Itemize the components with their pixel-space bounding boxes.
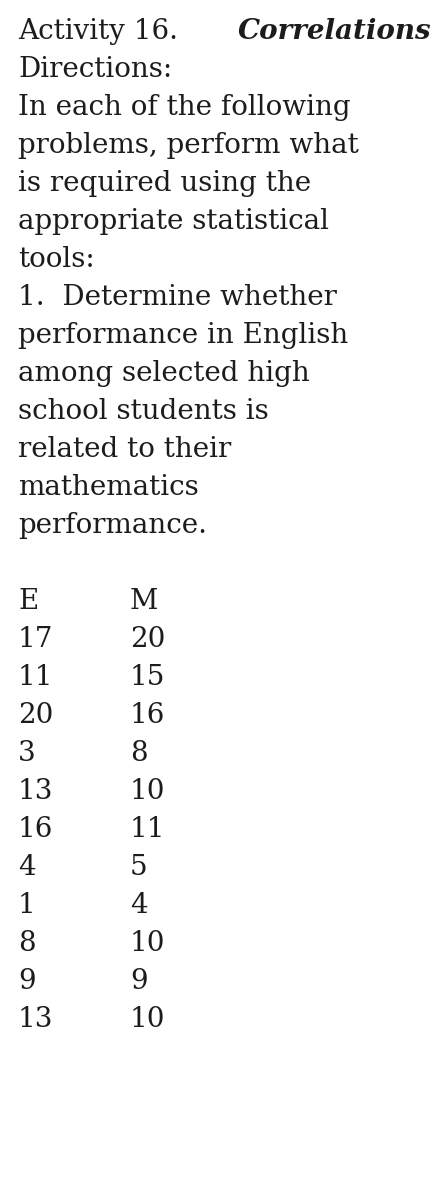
- Text: 4: 4: [18, 854, 35, 881]
- Text: tools:: tools:: [18, 246, 95, 274]
- Text: 17: 17: [18, 626, 54, 653]
- Text: 20: 20: [18, 702, 53, 730]
- Text: 1.  Determine whether: 1. Determine whether: [18, 284, 337, 311]
- Text: performance in English: performance in English: [18, 322, 348, 349]
- Text: performance.: performance.: [18, 512, 207, 539]
- Text: 15: 15: [130, 664, 165, 691]
- Text: 16: 16: [130, 702, 165, 730]
- Text: E: E: [18, 588, 38, 616]
- Text: 1: 1: [18, 892, 36, 919]
- Text: 8: 8: [130, 740, 148, 767]
- Text: 13: 13: [18, 1006, 53, 1033]
- Text: 16: 16: [18, 816, 53, 844]
- Text: related to their: related to their: [18, 436, 231, 463]
- Text: mathematics: mathematics: [18, 474, 199, 502]
- Text: 11: 11: [130, 816, 166, 844]
- Text: 11: 11: [18, 664, 54, 691]
- Text: Correlations: Correlations: [238, 18, 431, 44]
- Text: 5: 5: [130, 854, 148, 881]
- Text: 3: 3: [18, 740, 35, 767]
- Text: among selected high: among selected high: [18, 360, 310, 388]
- Text: 4: 4: [130, 892, 148, 919]
- Text: In each of the following: In each of the following: [18, 94, 350, 121]
- Text: 20: 20: [130, 626, 165, 653]
- Text: 13: 13: [18, 778, 53, 805]
- Text: problems, perform what: problems, perform what: [18, 132, 359, 160]
- Text: 9: 9: [18, 968, 35, 995]
- Text: 10: 10: [130, 778, 166, 805]
- Text: 10: 10: [130, 930, 166, 958]
- Text: is required using the: is required using the: [18, 170, 311, 197]
- Text: school students is: school students is: [18, 398, 269, 425]
- Text: M: M: [130, 588, 159, 616]
- Text: appropriate statistical: appropriate statistical: [18, 208, 329, 235]
- Text: Activity 16.: Activity 16.: [18, 18, 187, 44]
- Text: Directions:: Directions:: [18, 56, 172, 83]
- Text: 8: 8: [18, 930, 35, 958]
- Text: 10: 10: [130, 1006, 166, 1033]
- Text: 9: 9: [130, 968, 148, 995]
